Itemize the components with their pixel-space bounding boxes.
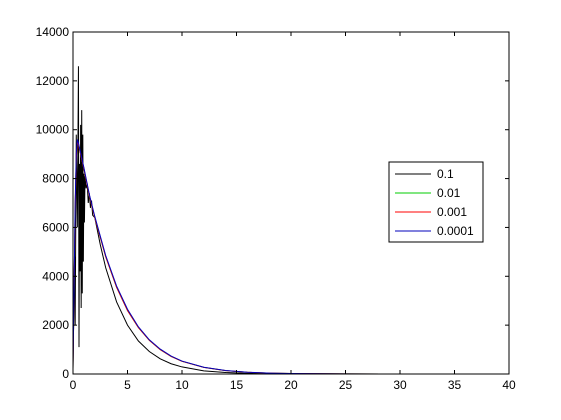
y-tick-label-1: 2000	[42, 318, 69, 332]
x-tick-label-2: 10	[175, 378, 189, 392]
legend-box	[388, 161, 484, 243]
series-layer	[72, 66, 509, 375]
x-tick-label-4: 20	[284, 378, 298, 392]
x-tick-label-8: 40	[502, 378, 516, 392]
y-tick-label-4: 8000	[42, 172, 69, 186]
series-line-0	[72, 66, 509, 375]
y-tick-label-7: 14000	[36, 25, 70, 39]
x-tick-label-3: 15	[230, 378, 244, 392]
x-tick-label-1: 5	[124, 378, 131, 392]
y-tick-label-6: 12000	[36, 74, 70, 88]
y-tick-label-3: 6000	[42, 220, 69, 234]
legend: 0.1 0.01 0.001 0.0001	[388, 161, 484, 243]
series-line-3	[72, 139, 509, 375]
y-tick-label-2: 4000	[42, 269, 69, 283]
x-tick-label-5: 25	[339, 378, 353, 392]
y-tick-label-5: 10000	[36, 123, 70, 137]
x-tick-label-7: 35	[448, 378, 462, 392]
legend-label-3: 0.0001	[437, 224, 474, 238]
y-tick-label-0: 0	[62, 367, 69, 381]
legend-label-2: 0.001	[437, 205, 467, 219]
x-tick-label-0: 0	[70, 378, 77, 392]
legend-label-0: 0.1	[437, 167, 454, 181]
x-axis: 0 5 10 15 20 25 30 35 40	[70, 32, 516, 392]
x-tick-label-6: 30	[393, 378, 407, 392]
y-axis: 0 2000 4000 6000 8000 10000 12000 14000	[36, 25, 509, 381]
legend-label-1: 0.01	[437, 186, 461, 200]
